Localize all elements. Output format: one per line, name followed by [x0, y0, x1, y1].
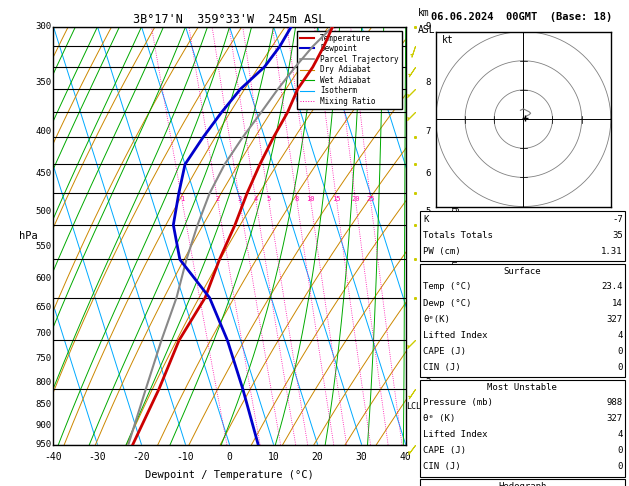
Text: 23.4: 23.4 [601, 282, 623, 292]
Text: 1: 1 [180, 196, 184, 203]
Text: 2: 2 [215, 196, 220, 203]
Text: 5: 5 [425, 208, 430, 216]
Text: 1: 1 [425, 420, 430, 430]
Text: -10: -10 [177, 452, 194, 462]
Text: CIN (J): CIN (J) [423, 462, 461, 471]
Text: 30: 30 [356, 452, 367, 462]
Text: -30: -30 [89, 452, 106, 462]
Text: 20: 20 [351, 196, 360, 203]
Text: 20: 20 [312, 452, 323, 462]
Legend: Temperature, Dewpoint, Parcel Trajectory, Dry Adiabat, Wet Adiabat, Isotherm, Mi: Temperature, Dewpoint, Parcel Trajectory… [298, 31, 402, 109]
Text: 950: 950 [36, 440, 52, 449]
Text: 10: 10 [268, 452, 279, 462]
Text: 4: 4 [425, 274, 430, 282]
Text: Most Unstable: Most Unstable [487, 382, 557, 392]
Text: 4: 4 [617, 330, 623, 340]
Text: Mixing Ratio (g/kg): Mixing Ratio (g/kg) [450, 185, 460, 287]
Text: 700: 700 [36, 330, 52, 338]
Text: 5: 5 [267, 196, 270, 203]
Text: 300: 300 [36, 22, 52, 31]
Text: Totals Totals: Totals Totals [423, 231, 493, 240]
Text: 988: 988 [606, 398, 623, 407]
Text: Hodograph: Hodograph [498, 482, 547, 486]
Text: 600: 600 [36, 274, 52, 282]
Text: Dewpoint / Temperature (°C): Dewpoint / Temperature (°C) [145, 470, 314, 480]
Text: km: km [418, 8, 430, 18]
Text: 327: 327 [606, 314, 623, 324]
Text: PW (cm): PW (cm) [423, 247, 461, 256]
Text: 750: 750 [36, 354, 52, 364]
Text: K: K [423, 215, 429, 224]
Text: ASL: ASL [418, 25, 436, 35]
Text: LCL: LCL [406, 402, 421, 411]
Text: 06.06.2024  00GMT  (Base: 18): 06.06.2024 00GMT (Base: 18) [431, 12, 613, 22]
Text: -7: -7 [612, 215, 623, 224]
Text: 350: 350 [36, 78, 52, 87]
Text: 400: 400 [36, 126, 52, 136]
Text: 14: 14 [612, 298, 623, 308]
Text: CAPE (J): CAPE (J) [423, 446, 466, 455]
Text: θᵉ(K): θᵉ(K) [423, 314, 450, 324]
Text: 1.31: 1.31 [601, 247, 623, 256]
Text: 25: 25 [366, 196, 375, 203]
Text: 8: 8 [294, 196, 299, 203]
Text: CIN (J): CIN (J) [423, 363, 461, 372]
Text: 0: 0 [617, 363, 623, 372]
Text: kt: kt [442, 35, 454, 45]
Text: Temp (°C): Temp (°C) [423, 282, 472, 292]
Text: 850: 850 [36, 400, 52, 409]
Text: © weatheronline.co.uk: © weatheronline.co.uk [465, 468, 578, 477]
Text: 650: 650 [36, 303, 52, 312]
Text: 0: 0 [617, 347, 623, 356]
Text: 35: 35 [612, 231, 623, 240]
Text: 6: 6 [425, 169, 430, 178]
Text: CAPE (J): CAPE (J) [423, 347, 466, 356]
Text: 0: 0 [617, 446, 623, 455]
Text: 3: 3 [237, 196, 242, 203]
Text: 40: 40 [400, 452, 411, 462]
Text: Lifted Index: Lifted Index [423, 430, 488, 439]
Text: 8: 8 [425, 78, 430, 87]
Text: 4: 4 [617, 430, 623, 439]
Text: -40: -40 [45, 452, 62, 462]
Text: 4: 4 [253, 196, 258, 203]
Text: 10: 10 [306, 196, 314, 203]
Text: 500: 500 [36, 208, 52, 216]
Text: Dewp (°C): Dewp (°C) [423, 298, 472, 308]
Text: 800: 800 [36, 378, 52, 387]
Text: hPa: hPa [19, 231, 38, 241]
Title: 3B°17'N  359°33'W  245m ASL: 3B°17'N 359°33'W 245m ASL [133, 13, 326, 26]
Text: 7: 7 [425, 126, 430, 136]
Text: 15: 15 [332, 196, 341, 203]
Text: 0: 0 [226, 452, 233, 462]
Text: 9: 9 [425, 22, 430, 31]
Text: 900: 900 [36, 420, 52, 430]
Text: θᵉ (K): θᵉ (K) [423, 414, 455, 423]
Text: 450: 450 [36, 169, 52, 178]
Text: 2: 2 [425, 378, 430, 387]
Text: Lifted Index: Lifted Index [423, 330, 488, 340]
Text: 0: 0 [617, 462, 623, 471]
Text: 327: 327 [606, 414, 623, 423]
Text: Surface: Surface [504, 267, 541, 276]
Text: Pressure (mb): Pressure (mb) [423, 398, 493, 407]
Text: 550: 550 [36, 242, 52, 251]
Text: 3: 3 [425, 330, 430, 338]
Text: -20: -20 [133, 452, 150, 462]
